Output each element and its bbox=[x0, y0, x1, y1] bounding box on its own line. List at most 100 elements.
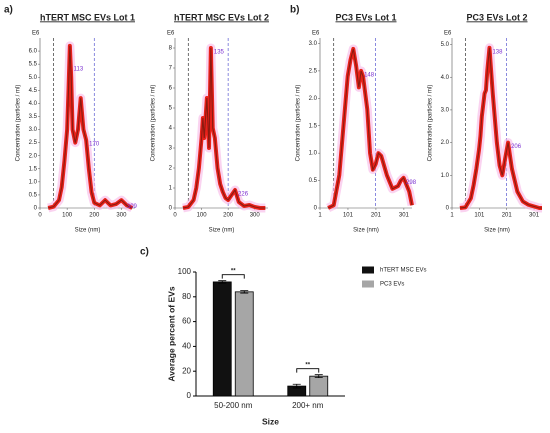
y-tick-label: 2.0 bbox=[441, 140, 450, 146]
y-tick-label: 1 bbox=[169, 186, 173, 192]
y-tick-label: 3 bbox=[169, 146, 173, 152]
x-tick-label: 101 bbox=[343, 213, 354, 219]
error-bar bbox=[218, 280, 227, 284]
y-tick-label: 3.0 bbox=[441, 108, 450, 114]
y-tick-label: 2.5 bbox=[309, 68, 318, 74]
x-tick-label: 301 bbox=[399, 213, 410, 219]
x-tick-label: 101 bbox=[474, 213, 485, 219]
y-tick-label: 1.0 bbox=[441, 173, 450, 179]
y-tick-label: 1.5 bbox=[29, 166, 38, 172]
peak-label: 309 bbox=[127, 204, 138, 210]
x-tick-label: 0 bbox=[173, 213, 177, 219]
size-distribution bbox=[48, 45, 133, 209]
x-tick-label: 200+ nm bbox=[292, 401, 324, 410]
y-tick-label: 0 bbox=[34, 206, 38, 212]
y-tick-label: 7 bbox=[169, 66, 173, 72]
y-tick-label: 1.0 bbox=[29, 179, 38, 185]
y-axis-label: Concentration (particles / ml) bbox=[16, 85, 22, 162]
y-axis-label: Concentration (particles / ml) bbox=[151, 85, 157, 162]
x-tick-label: 201 bbox=[502, 213, 513, 219]
chart-title: PC3 EVs Lot 2 bbox=[466, 12, 527, 22]
y-tick-label: 100 bbox=[178, 267, 192, 276]
x-tick-label: 50-200 nm bbox=[214, 401, 253, 410]
x-tick-label: 300 bbox=[116, 213, 127, 219]
size-distribution bbox=[182, 47, 266, 209]
x-tick-label: 100 bbox=[197, 213, 208, 219]
y-tick-label: 2 bbox=[169, 166, 173, 172]
y-tick-label: 3.5 bbox=[29, 114, 38, 120]
x-axis-label: Size (nm) bbox=[484, 228, 510, 234]
peak-label: 148 bbox=[364, 72, 375, 78]
y-tick-label: 4 bbox=[169, 126, 173, 132]
error-bar bbox=[240, 290, 249, 294]
peak-label: 135 bbox=[214, 50, 225, 56]
size-distribution bbox=[459, 47, 542, 209]
significance: ** bbox=[305, 362, 310, 368]
y-tick-label: 5 bbox=[169, 106, 173, 112]
y-tick-label: 3.0 bbox=[309, 41, 318, 47]
significance-bracket bbox=[221, 274, 245, 279]
x-tick-label: 200 bbox=[89, 213, 100, 219]
y-tick-label: 4.0 bbox=[441, 75, 450, 81]
y-tick-label: 0 bbox=[187, 391, 192, 400]
y-tick-label: 2.0 bbox=[29, 153, 38, 159]
x-tick-label: 1 bbox=[450, 213, 454, 219]
x-tick-label: 100 bbox=[62, 213, 73, 219]
legend-swatch bbox=[362, 280, 374, 288]
error-bar bbox=[314, 374, 323, 379]
y-tick-label: 5.0 bbox=[29, 75, 38, 81]
panel-label: b) bbox=[290, 5, 299, 16]
bar bbox=[212, 281, 232, 397]
peak-label: 298 bbox=[406, 180, 417, 186]
y-tick-label: 80 bbox=[182, 292, 191, 301]
y-tick-label: 4.5 bbox=[29, 88, 38, 94]
y-axis-label: Average percent of EVs bbox=[166, 286, 176, 381]
peak-label: 226 bbox=[238, 192, 249, 198]
y-tick-label: 0 bbox=[169, 206, 173, 212]
peak-label: 206 bbox=[511, 144, 522, 150]
y-tick-label: 4.0 bbox=[29, 101, 38, 107]
unit-label: E6 bbox=[167, 31, 175, 37]
x-axis-label: Size (nm) bbox=[75, 228, 101, 234]
x-tick-label: 201 bbox=[371, 213, 382, 219]
y-tick-label: 6.0 bbox=[29, 49, 38, 55]
y-tick-label: 0 bbox=[446, 206, 450, 212]
x-tick-label: 1 bbox=[318, 213, 322, 219]
x-tick-label: 300 bbox=[250, 213, 261, 219]
x-axis-label: Size (nm) bbox=[353, 228, 379, 234]
bar bbox=[234, 291, 254, 397]
y-tick-label: 20 bbox=[182, 366, 191, 375]
y-tick-label: 2.5 bbox=[29, 140, 38, 146]
panel-label: a) bbox=[4, 5, 13, 16]
y-tick-label: 60 bbox=[182, 317, 191, 326]
peak-label: 113 bbox=[74, 66, 84, 72]
legend-label: PC3 EVs bbox=[380, 282, 404, 288]
bar bbox=[309, 375, 329, 397]
chart-title: hTERT MSC EVs Lot 1 bbox=[40, 12, 135, 22]
y-tick-label: 5.0 bbox=[441, 42, 450, 48]
significance: ** bbox=[231, 268, 236, 274]
y-tick-label: 1.5 bbox=[309, 123, 318, 129]
chart-title: PC3 EVs Lot 1 bbox=[335, 12, 396, 22]
y-tick-label: 5.5 bbox=[29, 62, 38, 68]
y-tick-label: 40 bbox=[182, 342, 191, 351]
y-tick-label: 8 bbox=[169, 46, 173, 52]
significance-bracket bbox=[296, 368, 320, 373]
y-axis-label: Concentration (particles / ml) bbox=[296, 85, 302, 162]
unit-label: E6 bbox=[444, 31, 452, 37]
peak-label: 170 bbox=[89, 142, 100, 148]
y-axis-label: Concentration (particles / ml) bbox=[428, 85, 434, 162]
size-distribution bbox=[327, 48, 413, 209]
x-tick-label: 0 bbox=[38, 213, 42, 219]
y-tick-label: 2.0 bbox=[309, 96, 318, 102]
legend-swatch bbox=[362, 266, 374, 274]
peak-label: 138 bbox=[492, 49, 503, 55]
y-tick-label: 6 bbox=[169, 86, 173, 92]
y-tick-label: 1.0 bbox=[309, 151, 318, 157]
panel-label: c) bbox=[140, 247, 149, 258]
y-tick-label: 3.0 bbox=[29, 127, 38, 133]
x-axis-label: Size (nm) bbox=[209, 228, 235, 234]
y-tick-label: 0.5 bbox=[309, 178, 318, 184]
x-axis-label: Size bbox=[262, 416, 279, 426]
